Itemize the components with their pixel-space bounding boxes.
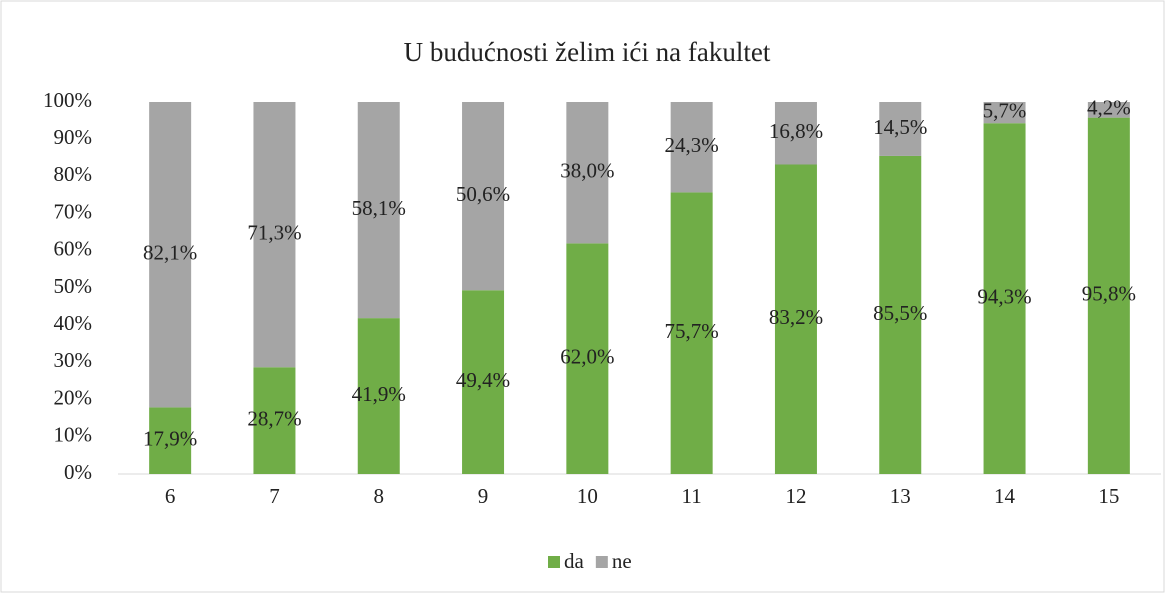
- bar-segment: [149, 407, 192, 474]
- data-label: 14,5%: [873, 115, 927, 139]
- y-tick-label: 0%: [64, 460, 92, 484]
- data-label: 85,5%: [873, 301, 927, 325]
- data-label: 75,7%: [665, 319, 719, 343]
- y-tick-label: 70%: [54, 199, 93, 223]
- bar-segment: [462, 290, 505, 474]
- y-tick-label: 60%: [54, 237, 93, 261]
- bar-segment: [670, 102, 713, 193]
- bar-segment: [983, 123, 1026, 474]
- bar-segment: [566, 243, 609, 474]
- legend-swatch: [548, 556, 560, 568]
- data-label: 95,8%: [1082, 282, 1136, 306]
- x-tick-label: 7: [269, 484, 280, 508]
- bar-segment: [774, 164, 817, 474]
- x-tick-label: 13: [890, 484, 911, 508]
- y-tick-label: 10%: [54, 423, 93, 447]
- chart-title: U budućnosti želim ići na fakultet: [404, 37, 771, 67]
- x-tick-label: 6: [165, 484, 176, 508]
- data-label: 5,7%: [983, 98, 1027, 122]
- bar-segment: [357, 102, 400, 319]
- x-tick-label: 11: [682, 484, 702, 508]
- x-tick-label: 15: [1098, 484, 1119, 508]
- bar-segment: [879, 155, 922, 474]
- data-label: 71,3%: [247, 220, 301, 244]
- data-label: 82,1%: [143, 241, 197, 265]
- bar-segment: [357, 318, 400, 474]
- legend-label: da: [564, 549, 585, 573]
- y-tick-label: 40%: [54, 311, 93, 335]
- bar-segment: [566, 102, 609, 244]
- y-tick-label: 20%: [54, 385, 93, 409]
- x-tick-label: 14: [994, 484, 1016, 508]
- bar-segment: [253, 102, 296, 368]
- data-label: 94,3%: [977, 284, 1031, 308]
- bar-segment: [149, 102, 192, 408]
- y-tick-label: 50%: [54, 274, 93, 298]
- y-tick-label: 80%: [54, 162, 93, 186]
- legend-label: ne: [612, 549, 632, 573]
- data-label: 58,1%: [352, 196, 406, 220]
- bar-segment: [879, 102, 922, 156]
- y-tick-label: 30%: [54, 348, 93, 372]
- y-tick-label: 100%: [43, 88, 92, 112]
- legend-swatch: [595, 556, 608, 568]
- data-label: 4,2%: [1087, 96, 1131, 120]
- bar-segment: [983, 102, 1026, 124]
- data-label: 50,6%: [456, 182, 510, 206]
- data-label: 41,9%: [352, 382, 406, 406]
- bar-segment: [1087, 102, 1130, 118]
- data-label: 24,3%: [665, 133, 719, 157]
- bar-segment: [774, 102, 817, 165]
- bar-segment: [1087, 117, 1130, 475]
- x-tick-label: 12: [785, 484, 806, 508]
- data-label: 28,7%: [247, 406, 301, 430]
- bar-segment: [670, 192, 713, 474]
- data-label: 62,0%: [560, 344, 614, 368]
- x-tick-label: 8: [374, 484, 385, 508]
- data-label: 83,2%: [769, 305, 823, 329]
- data-label: 38,0%: [560, 158, 614, 182]
- x-tick-label: 10: [577, 484, 598, 508]
- data-label: 16,8%: [769, 119, 823, 143]
- bar-segment: [462, 102, 505, 291]
- data-label: 17,9%: [143, 427, 197, 451]
- x-tick-label: 9: [478, 484, 489, 508]
- data-label: 49,4%: [456, 368, 510, 392]
- y-tick-label: 90%: [54, 125, 93, 149]
- bar-segment: [253, 367, 296, 474]
